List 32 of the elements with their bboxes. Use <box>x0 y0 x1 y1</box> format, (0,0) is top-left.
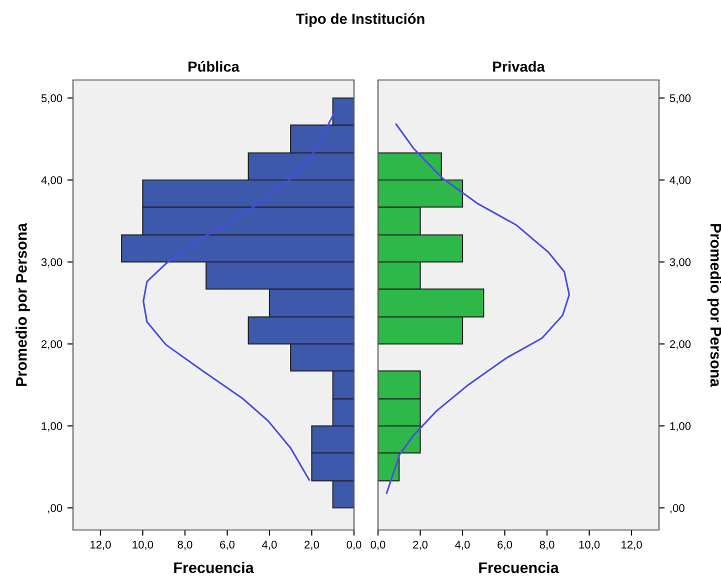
y-tick-label: 5,00 <box>41 94 62 104</box>
x-axis-title: Frecuencia <box>479 562 559 574</box>
x-tick-label: 0,0 <box>370 540 386 550</box>
y-axis-title: Promedio por Persona <box>16 222 30 386</box>
x-tick-label: 2,0 <box>413 540 428 550</box>
x-tick-label: 8,0 <box>540 540 554 550</box>
x-tick-label: 12,0 <box>622 540 642 550</box>
y-tick-label: ,00 <box>48 504 62 514</box>
y-tick-label: 4,00 <box>670 176 691 186</box>
y-tick-label: 1,00 <box>42 422 62 432</box>
y-tick-label: 3,00 <box>670 258 691 268</box>
y-tick-label: 4,00 <box>41 176 62 186</box>
x-tick-label: 12,0 <box>90 540 111 550</box>
x-tick-label: 2,0 <box>304 540 320 550</box>
x-tick-label: 6,0 <box>220 540 235 550</box>
x-tick-label: 8,0 <box>178 540 192 550</box>
y-tick-label: 2,00 <box>670 340 691 350</box>
x-tick-label: 4,0 <box>262 540 277 550</box>
y-tick-label: ,00 <box>670 504 684 514</box>
x-tick-label: 0,0 <box>346 540 362 550</box>
y-tick-label: 3,00 <box>41 258 62 268</box>
chart-title: Privada <box>493 61 545 72</box>
x-tick-label: 6,0 <box>498 540 512 550</box>
y-tick-label: 2,00 <box>42 340 62 350</box>
x-tick-label: 10,0 <box>579 540 600 550</box>
chart-title: Pública <box>188 60 240 72</box>
x-axis-title: Frecuencia <box>174 562 254 574</box>
x-tick-label: 4,0 <box>455 540 470 550</box>
y-tick-label: 1,00 <box>670 422 691 432</box>
text: Tipo de Institución <box>296 13 424 27</box>
x-tick-label: 10,0 <box>132 540 154 550</box>
y-tick-label: 5,00 <box>670 94 691 104</box>
